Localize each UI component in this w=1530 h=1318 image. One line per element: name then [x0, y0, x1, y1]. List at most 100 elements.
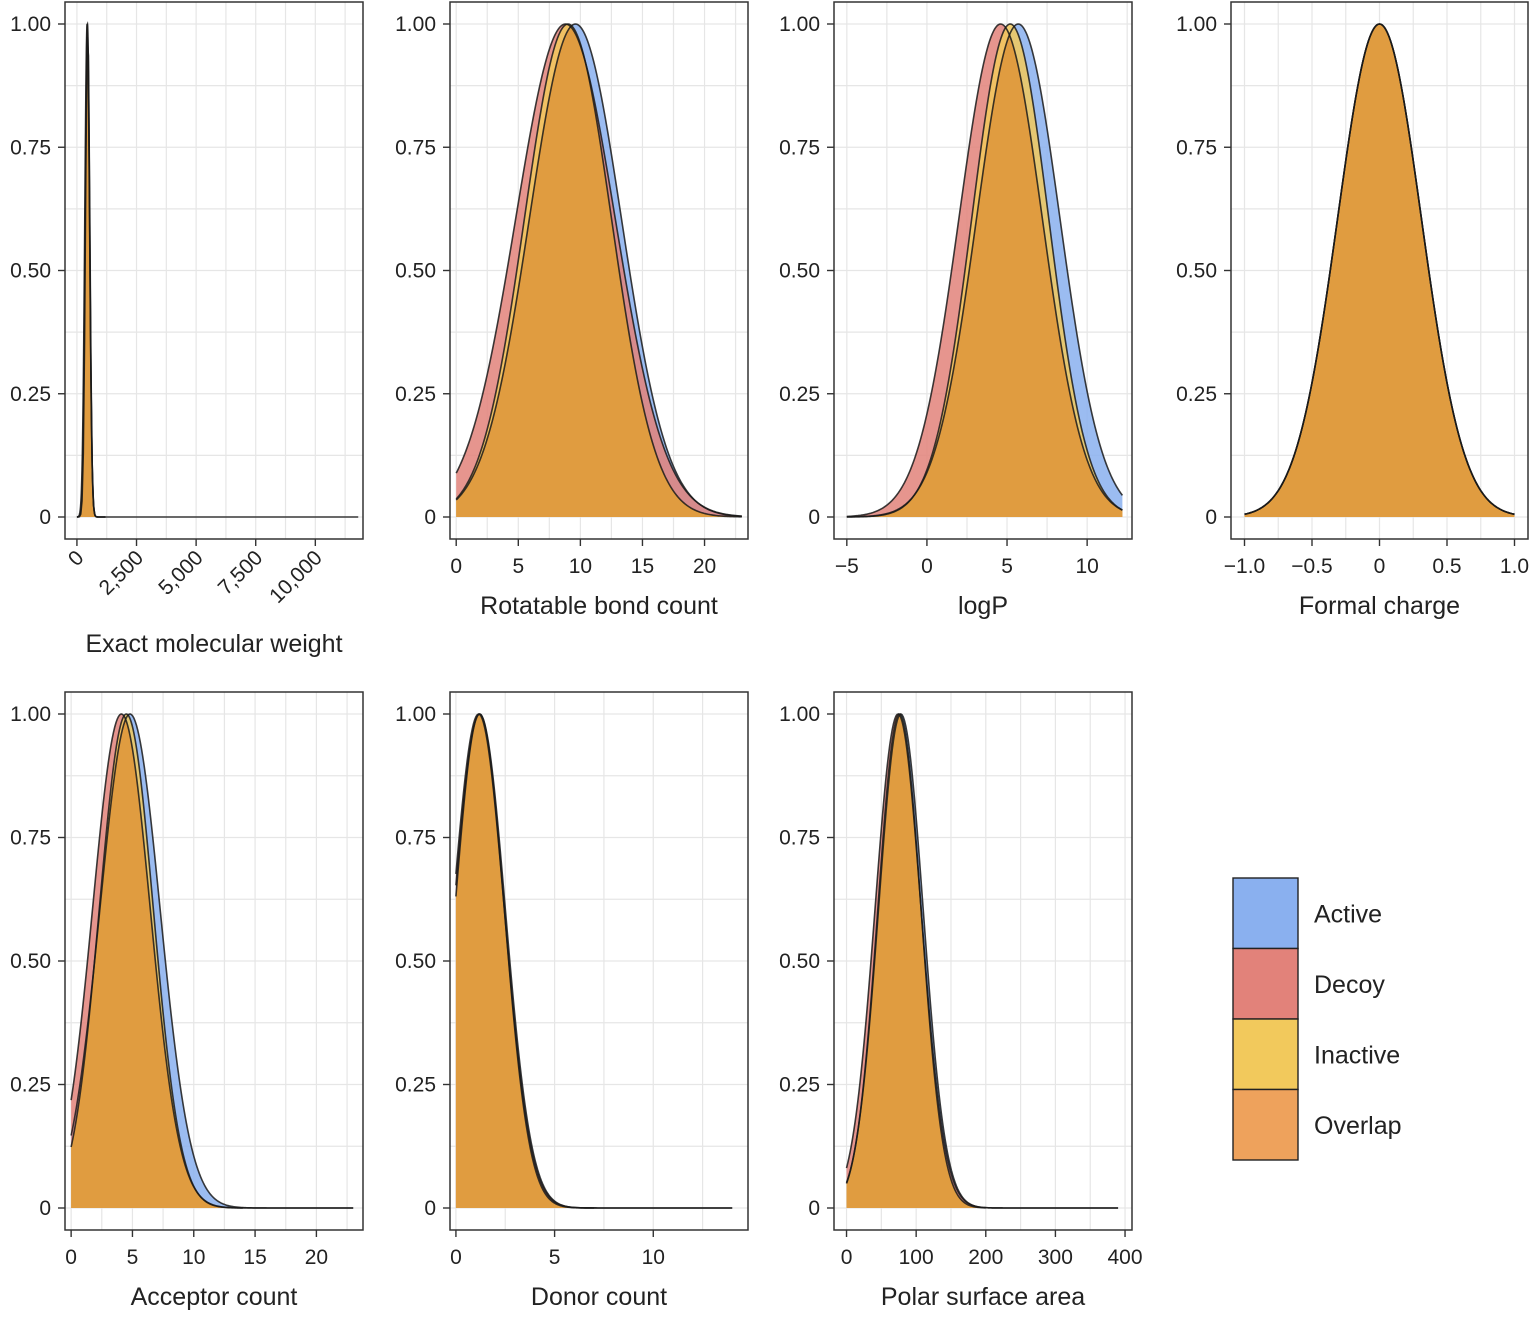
x-axis: 0 5 10 15 20	[65, 1230, 328, 1269]
x-tick-label: 0	[921, 555, 933, 578]
line-inactive	[70, 713, 243, 1209]
x-tick-label: 0	[450, 1246, 462, 1269]
legend-swatch	[1232, 947, 1299, 1020]
x-tick-label: 0.5	[1432, 555, 1461, 578]
x-tick-label: −0.5	[1291, 555, 1332, 578]
x-tick-label: 5	[1001, 555, 1013, 578]
y-tick-label: 1.00	[1176, 13, 1217, 36]
x-tick-label: 400	[1108, 1246, 1143, 1269]
x-tick-label: 5	[127, 1246, 139, 1269]
y-tick-label: 0.50	[395, 260, 436, 283]
line-active	[76, 37, 359, 518]
y-axis: 0 0.25 0.50 0.75 1.00	[10, 703, 65, 1220]
x-tick-label: 20	[305, 1246, 328, 1269]
line-inactive	[1244, 23, 1515, 516]
line-inactive	[845, 713, 986, 1209]
legend-label: Active	[1314, 900, 1382, 928]
y-tick-label: 0.75	[395, 136, 436, 159]
y-tick-label: 1.00	[10, 13, 51, 36]
density-curves	[455, 23, 742, 518]
x-tick-label: 0	[64, 546, 89, 571]
y-axis: 0 0.25 0.50 0.75 1.00	[395, 13, 450, 529]
x-tick-label: 15	[243, 1246, 266, 1269]
x-axis-title: logP	[958, 592, 1008, 620]
area-active	[76, 37, 359, 517]
x-tick-label: 7,500	[214, 546, 267, 599]
y-tick-label: 0.75	[10, 136, 51, 159]
y-tick-label: 0.50	[779, 260, 820, 283]
y-axis: 0 0.25 0.50 0.75 1.00	[395, 703, 450, 1220]
x-axis: −5 0 5 10	[835, 539, 1099, 578]
y-tick-label: 0.75	[10, 827, 51, 850]
x-axis-title: Donor count	[531, 1283, 667, 1311]
x-axis: −1.0 −0.5 0 0.5 1.0	[1224, 539, 1529, 578]
x-tick-label: 5	[512, 555, 524, 578]
x-tick-label: 5,000	[154, 546, 207, 599]
x-tick-label: 300	[1038, 1246, 1073, 1269]
panel-logp: 0 0.25 0.50 0.75 1.00 −5 0 5 10 logP	[779, 1, 1133, 620]
y-tick-label: 0.50	[10, 950, 51, 973]
y-tick-label: 0	[808, 506, 820, 529]
x-tick-label: 15	[631, 555, 654, 578]
line-decoy	[846, 23, 1123, 518]
x-tick-label: 1.0	[1500, 555, 1529, 578]
legend-label: Inactive	[1314, 1041, 1400, 1069]
area-overlap	[71, 720, 243, 1208]
y-tick-label: 0	[39, 1197, 51, 1220]
area-overlap	[455, 714, 595, 1208]
x-tick-label: 5	[549, 1246, 561, 1269]
x-axis: 0 5 10	[450, 1230, 665, 1269]
panel-exact-molecular-weight: 00.250.500.751.000 2,500 5,000 7,50010,000E…	[10, 1, 364, 658]
density-curves	[76, 21, 359, 518]
x-tick-label: −1.0	[1224, 555, 1265, 578]
x-tick-label: 10	[569, 555, 592, 578]
area-overlap	[456, 26, 742, 518]
panel-polar-surface-area: 0 0.25 0.50 0.75 1.00 0 100 200 300 400 Polar surf…	[779, 691, 1143, 1311]
legend-item-decoy: Decoy	[1232, 947, 1385, 1020]
x-tick-label: 10	[182, 1246, 205, 1269]
x-tick-label: 0	[1374, 555, 1386, 578]
x-axis-title: Polar surface area	[881, 1283, 1085, 1311]
y-tick-label: 0	[1205, 506, 1217, 529]
area-overlap	[846, 36, 1123, 518]
y-tick-label: 0.25	[1176, 383, 1217, 406]
legend-swatch	[1232, 1018, 1299, 1091]
density-curves	[845, 713, 1119, 1209]
y-tick-label: 0	[424, 1197, 436, 1220]
y-tick-label: 0	[808, 1197, 820, 1220]
legend-item-overlap: Overlap	[1232, 1088, 1402, 1161]
line-inactive	[846, 23, 1123, 518]
x-tick-label: 10	[1075, 555, 1098, 578]
y-axis: 0 0.25 0.50 0.75 1.00	[779, 703, 834, 1220]
x-axis: 0 100 200 300 400	[841, 1230, 1143, 1269]
density-curves	[846, 23, 1124, 518]
y-tick-label: 0.50	[779, 950, 820, 973]
line-inactive	[455, 23, 742, 518]
area-overlap	[1244, 24, 1515, 517]
panel-rotatable-bond-count: 0 0.25 0.50 0.75 1.00 0 5 10 15 20 Rotatable bond …	[395, 1, 749, 620]
y-tick-label: 0.25	[395, 383, 436, 406]
panels: 00.250.500.751.000 2,500 5,000 7,50010,000E…	[10, 1, 1529, 1311]
density-curves	[455, 713, 733, 1209]
x-tick-label: 20	[693, 555, 716, 578]
y-tick-label: 0.25	[779, 383, 820, 406]
x-tick-label: 2,500	[95, 546, 148, 599]
panel-formal-charge: 0 0.25 0.50 0.75 1.00 −1.0 −0.5 0 0.5 1.0 Formal c…	[1176, 1, 1529, 620]
y-tick-label: 0.25	[10, 1074, 51, 1097]
y-axis: 0 0.25 0.50 0.75 1.00	[10, 13, 65, 529]
density-curves	[70, 713, 354, 1209]
x-axis-title: Acceptor count	[131, 1283, 298, 1311]
y-tick-label: 1.00	[395, 703, 436, 726]
legend-item-active: Active	[1232, 877, 1382, 950]
legend-item-inactive: Inactive	[1232, 1018, 1400, 1091]
legend: Active Decoy Inactive Overlap	[1232, 877, 1402, 1161]
legend-label: Overlap	[1314, 1112, 1402, 1140]
y-tick-label: 0.25	[10, 383, 51, 406]
x-tick-label: −5	[835, 555, 859, 578]
y-axis: 0 0.25 0.50 0.75 1.00	[1176, 13, 1231, 529]
y-tick-label: 1.00	[779, 13, 820, 36]
x-axis-title: Rotatable bond count	[480, 592, 718, 620]
panel-acceptor-count: 0 0.25 0.50 0.75 1.00 0 5 10 15 20 Acceptor count	[10, 691, 364, 1311]
x-tick-label: 0	[65, 1246, 77, 1269]
